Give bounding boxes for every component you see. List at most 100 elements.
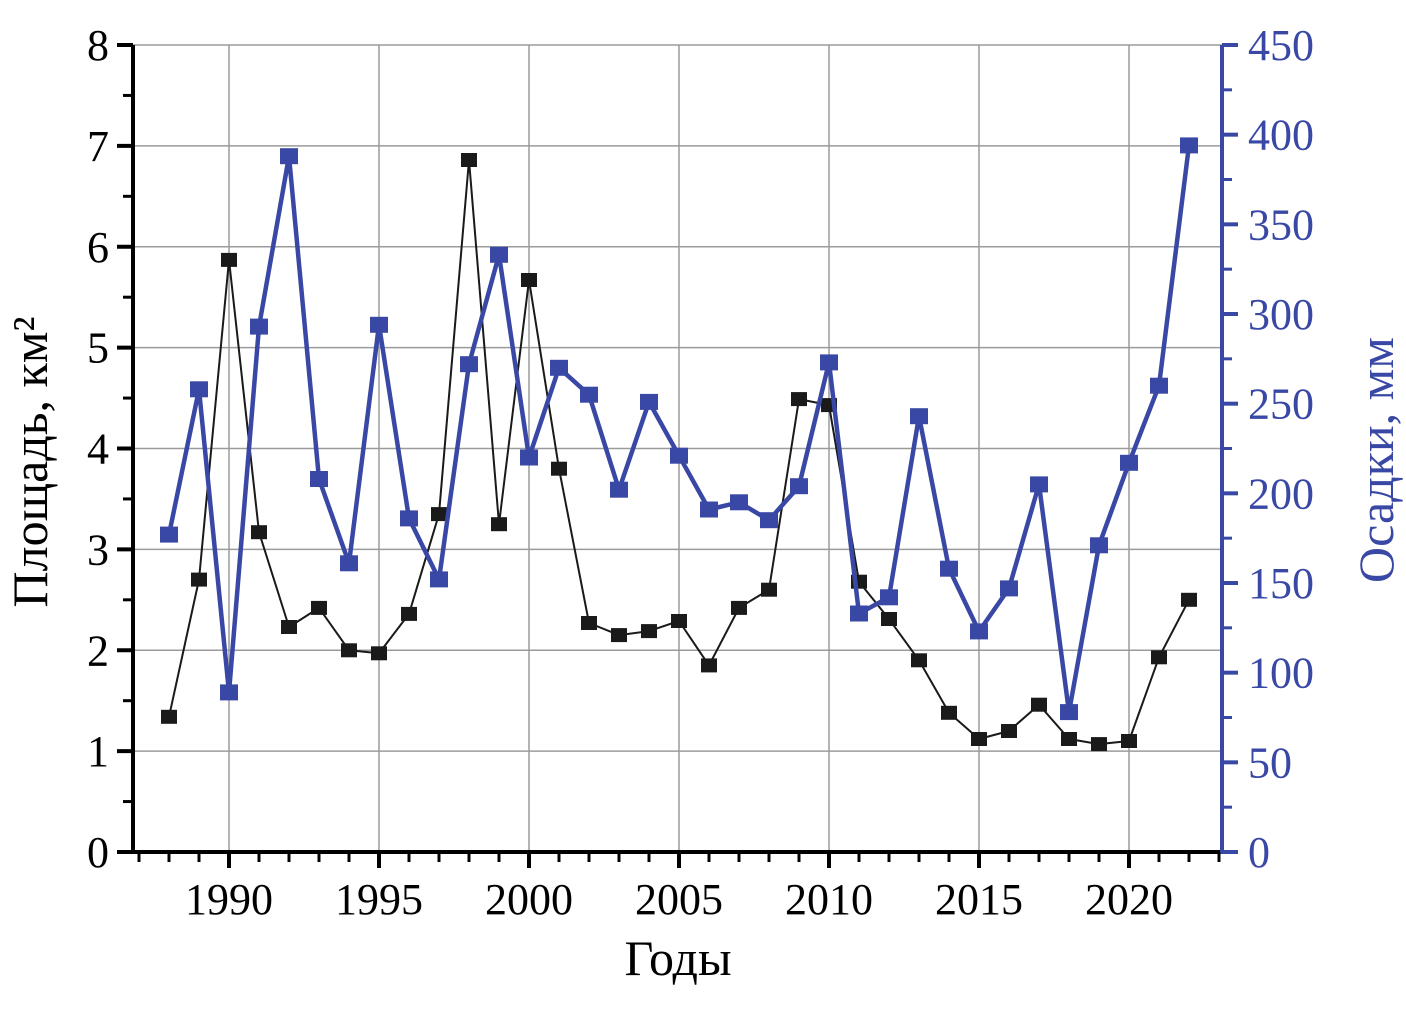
data-point-marker [401,606,417,621]
data-point-marker [371,646,387,661]
right-tick-label: 300 [1248,290,1314,339]
data-point-marker [250,318,268,335]
left-tick-label: 1 [87,727,109,776]
right-tick-label: 250 [1248,380,1314,429]
x-tick-label: 2005 [635,875,723,924]
x-tick-label: 2010 [785,875,873,924]
data-point-marker [431,507,447,522]
data-point-marker [281,620,297,634]
data-point-marker [1180,137,1198,154]
data-point-marker [1091,737,1107,752]
x-tick-label: 1990 [185,875,273,924]
data-point-marker [730,494,748,511]
data-point-marker [341,643,357,658]
left-tick-label: 6 [87,223,109,272]
data-point-marker [701,658,717,673]
data-point-marker [671,614,687,628]
data-point-marker [641,624,657,639]
left-axis-title: Площадь, км² [2,316,58,608]
data-point-marker [731,600,747,615]
right-tick-label: 50 [1248,738,1292,787]
data-point-marker [670,447,688,464]
series-precipitation [160,137,1198,721]
data-point-marker [221,252,237,267]
data-point-marker [760,512,778,529]
data-point-marker [1121,734,1137,748]
data-point-marker [1150,377,1168,394]
data-point-marker [910,408,928,425]
data-point-marker [940,560,958,577]
x-axis-title: Годы [624,930,732,986]
left-tick-label: 3 [87,525,109,574]
data-point-marker [460,356,478,373]
right-tick-label: 150 [1248,559,1314,608]
data-point-marker [941,705,957,720]
x-tick-label: 2000 [485,875,573,924]
data-point-marker [880,589,898,606]
ticks-and-labels: 0 1 2 3 4 5 6 7 8 1990 1995 2000 2005 2010 2015 2020 0 50… [87,21,1314,924]
right-tick-label: 450 [1248,21,1314,70]
data-point-marker [791,392,807,407]
left-tick-label: 7 [87,122,109,171]
data-point-marker [640,393,658,410]
data-point-marker [550,359,568,376]
data-point-marker [1001,724,1017,738]
data-point-marker [191,572,207,587]
data-point-marker [280,148,298,165]
data-point-marker [491,517,507,532]
data-point-marker [1090,537,1108,554]
data-point-marker [1151,650,1167,665]
data-point-marker [761,582,777,597]
data-point-marker [520,449,538,466]
data-point-marker [1120,454,1138,471]
data-point-marker [1181,592,1197,607]
data-point-marker [551,461,567,476]
data-point-marker [430,571,448,588]
data-point-marker [251,525,267,540]
data-point-marker [161,709,177,724]
data-point-marker [881,612,897,626]
data-point-marker [400,510,418,527]
data-point-marker [580,386,598,403]
right-tick-label: 200 [1248,469,1314,518]
left-tick-label: 0 [87,828,109,877]
data-point-marker [790,478,808,495]
data-point-marker [700,501,718,518]
right-axis-title: Осадки, мм [1348,337,1404,583]
right-tick-label: 100 [1248,649,1314,698]
data-point-marker [1060,704,1078,721]
data-point-marker [611,628,627,643]
left-tick-label: 8 [87,21,109,70]
left-tick-label: 4 [87,425,109,474]
right-tick-label: 0 [1248,828,1270,877]
data-point-marker [850,605,868,622]
left-tick-label: 5 [87,324,109,373]
data-point-marker [160,526,178,543]
data-point-marker [581,616,597,630]
data-point-marker [1031,697,1047,712]
left-tick-label: 2 [87,626,109,675]
data-point-marker [220,684,238,701]
data-point-marker [310,471,328,487]
data-point-marker [461,153,477,167]
x-tick-label: 2015 [935,875,1023,924]
data-point-marker [820,354,838,371]
x-tick-label: 2020 [1085,875,1173,924]
data-point-marker [521,273,537,287]
data-point-marker [340,555,358,572]
x-tick-label: 1995 [335,875,423,924]
data-point-marker [311,600,327,615]
data-point-marker [971,732,987,746]
gridlines [133,44,1222,852]
right-tick-label: 350 [1248,200,1314,249]
data-point-marker [911,653,927,668]
data-point-marker [190,381,208,398]
data-point-marker [1030,476,1048,493]
data-point-marker [610,481,628,498]
data-point-marker [970,623,988,640]
series-area [161,153,1197,752]
data-point-marker [490,246,508,263]
right-tick-label: 400 [1248,111,1314,160]
